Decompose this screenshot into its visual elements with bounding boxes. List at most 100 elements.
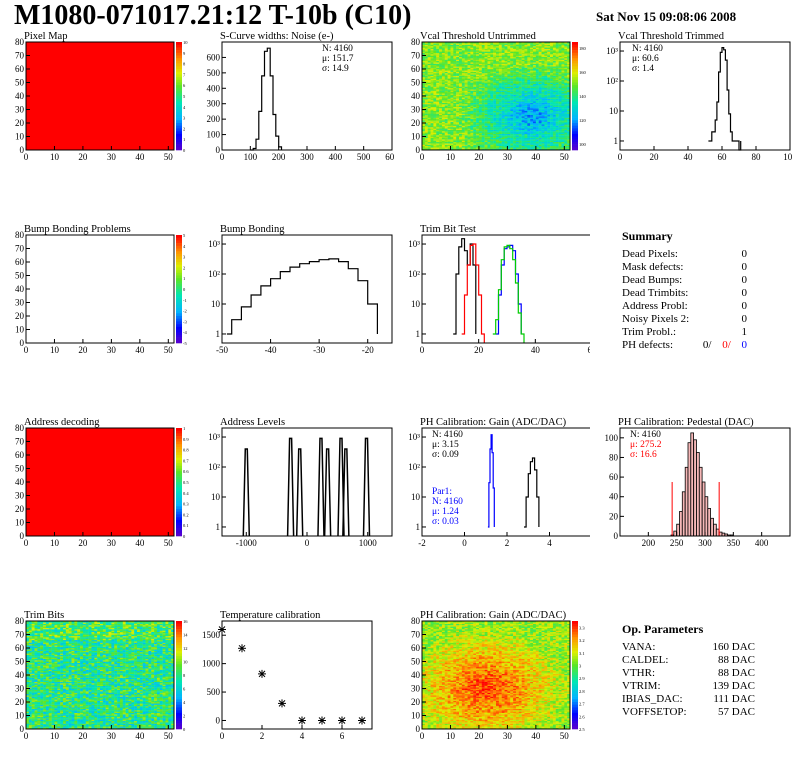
- heatmap-cell: [45, 723, 49, 726]
- heatmap-cell: [515, 94, 519, 97]
- heatmap-cell: [456, 105, 460, 107]
- heatmap-cell: [444, 77, 448, 79]
- heatmap-cell: [530, 83, 534, 86]
- heatmap-cell: [558, 47, 562, 49]
- heatmap-cell: [484, 60, 488, 63]
- heatmap-cell: [436, 82, 440, 85]
- heatmap-cell: [441, 124, 445, 126]
- y-tick-label: 20: [15, 504, 25, 514]
- heatmap-cell: [31, 722, 35, 724]
- heatmap-cell: [467, 135, 471, 137]
- heatmap-cell: [493, 120, 497, 122]
- heatmap-cell: [564, 86, 568, 89]
- heatmap-cell: [422, 52, 426, 55]
- heatmap-cell: [427, 71, 431, 74]
- heatmap-cell: [558, 117, 562, 120]
- color-bar-step: [176, 471, 182, 475]
- heatmap-cell: [476, 118, 480, 121]
- heatmap-cell: [510, 89, 514, 91]
- heatmap-cell: [68, 727, 72, 730]
- heatmap-cell: [444, 87, 448, 90]
- heatmap-cell: [561, 86, 565, 89]
- heatmap-cell: [430, 90, 434, 93]
- heatmap-cell: [541, 116, 545, 118]
- heatmap-cell: [493, 90, 497, 93]
- heatmap-cell: [151, 727, 155, 730]
- heatmap-cell: [487, 132, 491, 134]
- heatmap-cell: [427, 58, 431, 60]
- heatmap-cell: [507, 89, 511, 91]
- heatmap-cell: [473, 83, 477, 86]
- y-tick-label: 50: [15, 464, 25, 474]
- heatmap-cell: [478, 50, 482, 52]
- heatmap-cell: [564, 101, 568, 103]
- heatmap-cell: [513, 91, 517, 94]
- heatmap-cell: [530, 52, 534, 55]
- heatmap-cell: [100, 722, 104, 724]
- heatmap-cell: [490, 118, 494, 121]
- heatmap-cell: [535, 114, 539, 117]
- heatmap-cell: [478, 123, 482, 125]
- heatmap-cell: [165, 727, 169, 730]
- heatmap-cell: [518, 101, 522, 103]
- heatmap-cell: [507, 144, 511, 147]
- heatmap-cell: [558, 113, 562, 116]
- heatmap-cell: [521, 60, 525, 63]
- heatmap-cell: [478, 55, 482, 58]
- heatmap-cell: [515, 125, 519, 128]
- heatmap-cell: [484, 46, 488, 48]
- heatmap-cell: [533, 104, 537, 106]
- heatmap-cell: [481, 120, 485, 122]
- heatmap-cell: [459, 78, 463, 80]
- heatmap-cell: [515, 108, 519, 110]
- heatmap-cell: [478, 71, 482, 74]
- heatmap-cell: [561, 140, 565, 143]
- heatmap-cell: [168, 724, 172, 727]
- heatmap-cell: [424, 105, 428, 107]
- heatmap-cell: [547, 143, 551, 145]
- heatmap-cell: [527, 129, 531, 132]
- heatmap-cell: [159, 726, 163, 728]
- color-bar-step: [572, 128, 578, 132]
- heatmap-cell: [535, 97, 539, 99]
- heatmap-cell: [464, 90, 468, 93]
- heatmap-cell: [439, 55, 443, 58]
- heatmap-cell: [493, 87, 497, 90]
- heatmap-cell: [558, 141, 562, 144]
- heatmap-cell: [447, 73, 451, 75]
- heatmap-cell: [461, 93, 465, 95]
- heatmap-cell: [493, 143, 497, 145]
- heatmap-cell: [481, 46, 485, 48]
- heatmap-cell: [524, 51, 528, 53]
- heatmap-cell: [470, 94, 474, 97]
- y-tick-label: 300: [207, 99, 221, 109]
- heatmap-cell: [518, 131, 522, 133]
- heatmap-cell: [555, 70, 559, 72]
- heatmap-cell: [467, 98, 471, 101]
- heatmap-cell: [487, 77, 491, 79]
- heatmap-cell: [427, 114, 431, 117]
- color-bar-step: [176, 101, 182, 105]
- heatmap-cell: [533, 110, 537, 113]
- heatmap-cell: [424, 50, 428, 52]
- y-tick-label: 0: [216, 145, 221, 155]
- heatmap-cell: [555, 97, 559, 99]
- heatmap-cell: [544, 125, 548, 128]
- heatmap-cell: [476, 147, 480, 149]
- heatmap-cell: [501, 94, 505, 97]
- heatmap-cell: [427, 144, 431, 147]
- heatmap-cell: [439, 108, 443, 110]
- color-bar-step: [176, 98, 182, 102]
- heatmap-cell: [561, 131, 565, 133]
- heatmap-cell: [510, 86, 514, 89]
- heatmap-cell: [513, 90, 517, 93]
- heatmap-cell: [450, 70, 454, 72]
- heatmap-cell: [544, 132, 548, 134]
- heatmap-cell: [444, 46, 448, 48]
- heatmap-cell: [550, 81, 554, 83]
- heatmap-cell: [439, 73, 443, 75]
- heatmap-cell: [487, 90, 491, 93]
- heatmap-cell: [567, 91, 571, 94]
- heatmap-cell: [552, 132, 556, 134]
- heatmap-cell: [487, 64, 491, 67]
